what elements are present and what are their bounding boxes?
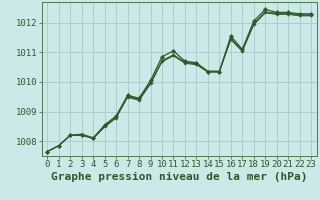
- X-axis label: Graphe pression niveau de la mer (hPa): Graphe pression niveau de la mer (hPa): [51, 172, 308, 182]
